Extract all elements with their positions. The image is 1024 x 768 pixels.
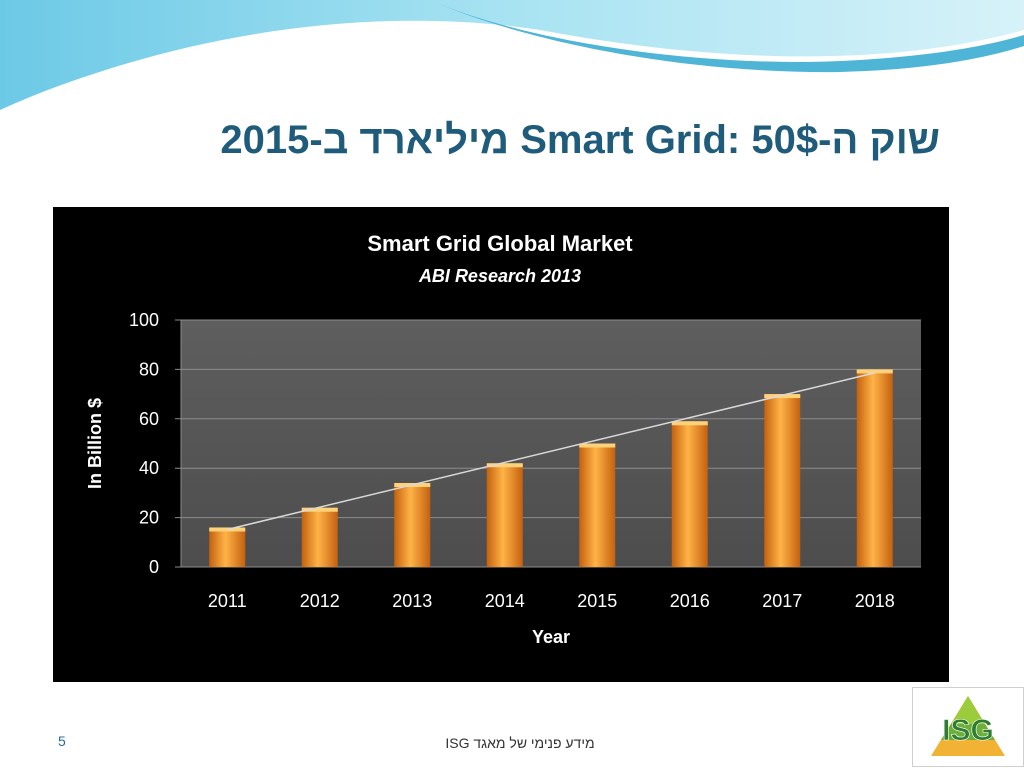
- y-tick-label: 20: [139, 508, 159, 528]
- x-tick-label: 2018: [855, 591, 895, 611]
- isg-logo: ISG: [912, 687, 1024, 767]
- x-tick-label: 2016: [670, 591, 710, 611]
- slide-title: שוק ה-Smart Grid: 50$ מיליארד ב-2015: [220, 118, 940, 162]
- footer-text: מידע פנימי של מאגד ISG: [445, 735, 595, 751]
- x-tick-label: 2017: [762, 591, 802, 611]
- chart-subtitle: ABI Research 2013: [418, 266, 581, 286]
- decorative-wave-banner: [0, 0, 1024, 120]
- bar-cap-2014: [486, 463, 523, 468]
- x-tick-label: 2011: [208, 591, 247, 611]
- bar-cap-2012: [301, 507, 338, 512]
- bar-2012: [301, 507, 338, 567]
- bars: [209, 369, 893, 567]
- bar-2015: [579, 443, 616, 567]
- logo-text: ISG: [942, 714, 994, 747]
- bar-cap-2015: [579, 443, 616, 448]
- bar-2017: [764, 394, 801, 567]
- bar-2014: [486, 463, 523, 567]
- trendline: [227, 372, 875, 531]
- x-tick-label: 2012: [300, 591, 340, 611]
- bar-cap-2017: [764, 394, 801, 399]
- x-tick-label: 2014: [485, 591, 525, 611]
- y-tick-label: 0: [149, 557, 159, 577]
- x-tick-label: 2013: [392, 591, 432, 611]
- bar-chart: Smart Grid Global Market ABI Research 20…: [85, 231, 921, 647]
- bar-2018: [856, 369, 893, 567]
- y-axis-label: In Billion $: [85, 398, 105, 489]
- page-number: 5: [58, 733, 66, 749]
- chart-title: Smart Grid Global Market: [367, 231, 633, 256]
- x-axis-label: Year: [532, 627, 570, 647]
- y-tick-label: 100: [129, 310, 159, 330]
- plot-area: [181, 320, 921, 567]
- bar-2013: [394, 483, 431, 567]
- y-axis-ticks: 0 20 40 60 80 100: [129, 310, 159, 577]
- chart-panel: Smart Grid Global Market ABI Research 20…: [53, 207, 949, 682]
- bar-2016: [671, 421, 708, 567]
- y-tick-label: 40: [139, 458, 159, 478]
- y-tick-label: 80: [139, 359, 159, 379]
- x-axis-ticks: 2011 2012 2013 2014 2015 2016 2017 2018: [208, 591, 895, 611]
- x-tick-label: 2015: [577, 591, 617, 611]
- bar-2011: [209, 527, 246, 567]
- bar-cap-2016: [671, 421, 708, 426]
- y-tick-label: 60: [139, 409, 159, 429]
- bar-cap-2018: [856, 369, 893, 374]
